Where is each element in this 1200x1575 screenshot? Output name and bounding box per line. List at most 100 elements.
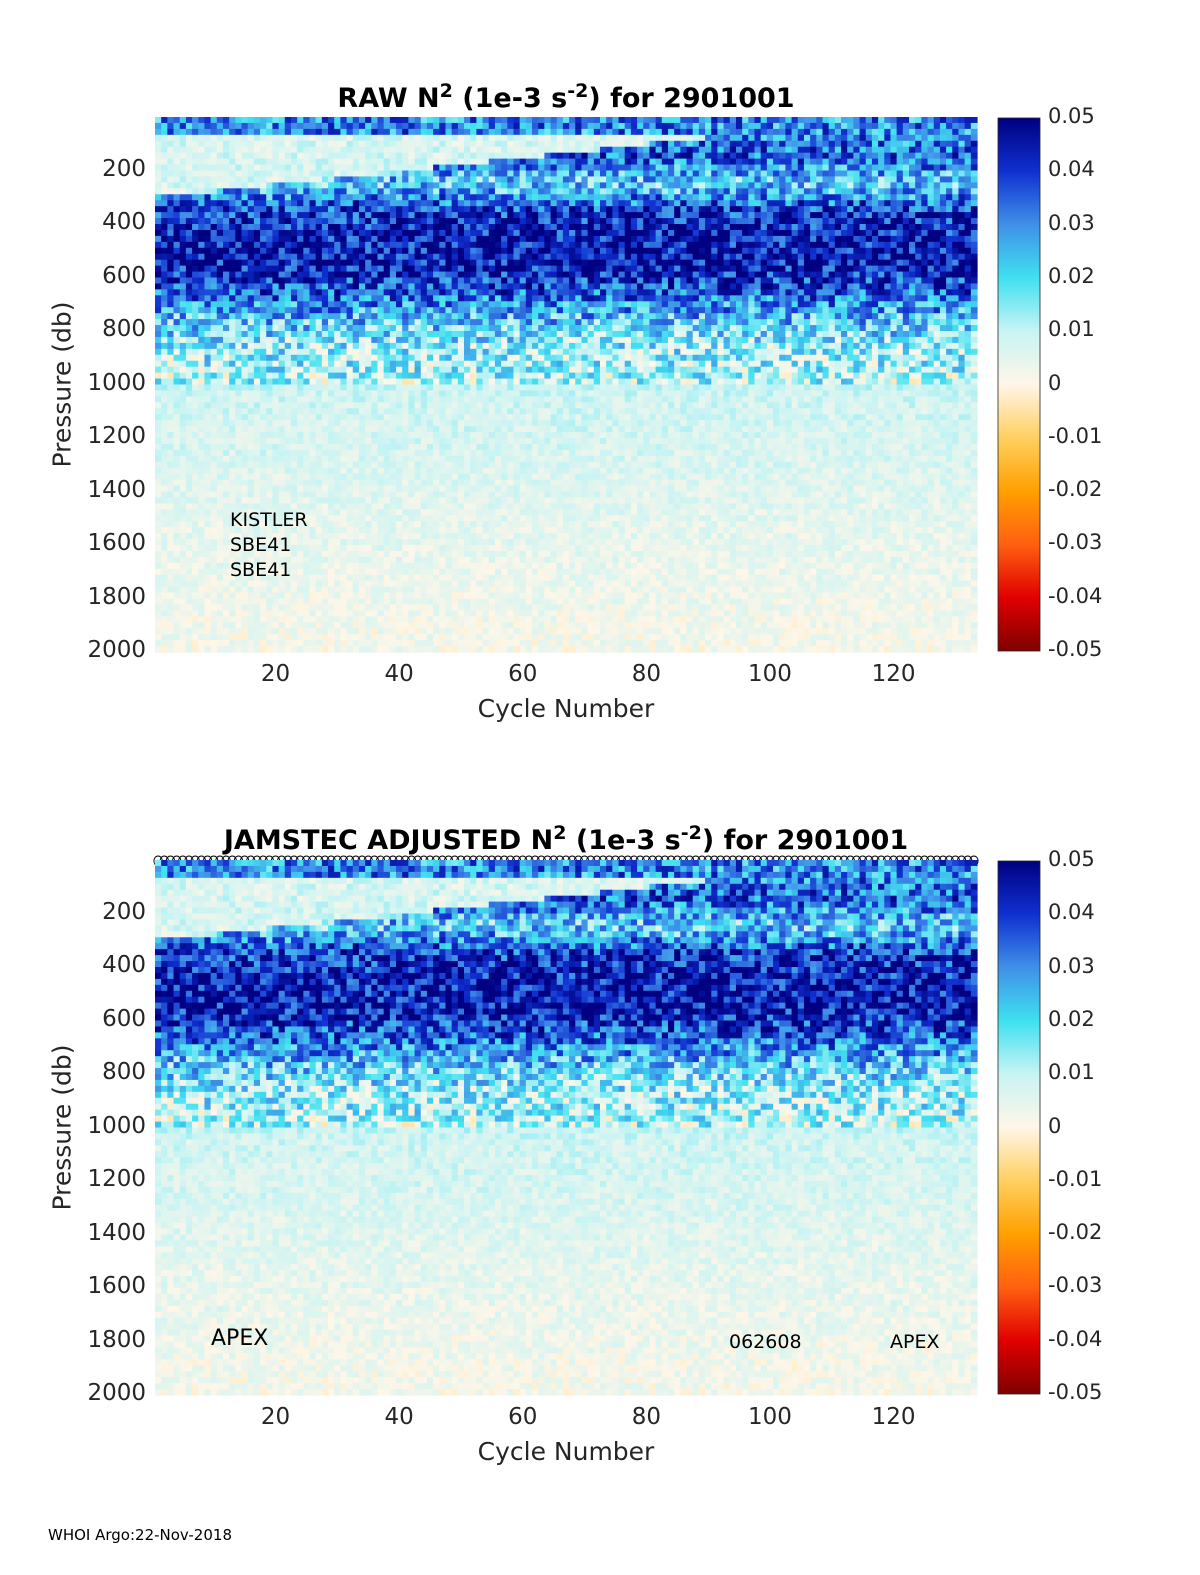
heatmap-cell (309, 461, 317, 469)
heatmap-cell (439, 325, 447, 332)
heatmap-cell (396, 628, 403, 635)
heatmap-cell (173, 438, 181, 445)
heatmap-cell (457, 384, 465, 392)
heatmap-cell (185, 289, 193, 296)
heatmap-cell (272, 533, 280, 540)
heatmap-cell (229, 200, 236, 207)
heatmap-cell (482, 152, 490, 160)
heatmap-cell (451, 628, 459, 635)
heatmap-cell (433, 170, 440, 178)
heatmap-cell (328, 503, 335, 510)
heatmap-cell (309, 122, 317, 130)
heatmap-cell (328, 336, 335, 344)
heatmap-cell (470, 342, 477, 350)
heatmap-cell (334, 235, 342, 243)
heatmap-cell (315, 574, 323, 582)
heatmap-cell (247, 218, 255, 225)
heatmap-cell (414, 550, 422, 558)
heatmap-cell (371, 640, 379, 647)
heatmap-cell (229, 313, 236, 320)
heatmap-cell (358, 622, 366, 629)
heatmap-cell (470, 224, 477, 231)
heatmap-cell (309, 188, 317, 195)
heatmap-cell (241, 218, 249, 225)
heatmap-cell (414, 539, 422, 546)
heatmap-cell (272, 259, 280, 267)
heatmap-cell (340, 277, 348, 285)
heatmap-cell (198, 479, 206, 487)
heatmap-cell (278, 247, 286, 255)
heatmap-cell (457, 485, 465, 493)
heatmap-cell (488, 360, 496, 368)
heatmap-cell (457, 241, 465, 249)
heatmap-cell (229, 348, 236, 356)
heatmap-cell (278, 426, 286, 433)
heatmap-cell (253, 235, 261, 243)
heatmap-cell (235, 414, 243, 421)
heatmap-cell (340, 562, 348, 570)
heatmap-cell (216, 277, 224, 285)
heatmap-cell (266, 342, 274, 350)
heatmap-cell (389, 640, 397, 647)
heatmap-cell (260, 241, 267, 249)
heatmap-cell (371, 366, 379, 374)
heatmap-cell (334, 533, 342, 540)
heatmap-cell (185, 622, 193, 629)
heatmap-cell (451, 218, 459, 225)
heatmap-cell (476, 449, 484, 457)
heatmap-cell (321, 432, 329, 439)
heatmap-cell (439, 515, 447, 522)
heatmap-cell (371, 247, 379, 255)
heatmap-cell (303, 331, 311, 338)
heatmap-cell (470, 396, 477, 403)
heatmap-cell (420, 158, 428, 166)
heatmap-cell (229, 622, 236, 629)
heatmap-cell (210, 414, 218, 421)
heatmap-cell (309, 556, 317, 564)
heatmap-cell (396, 224, 403, 231)
heatmap-cell (241, 408, 249, 415)
heatmap-cell (161, 586, 168, 594)
heatmap-cell (155, 420, 162, 427)
heatmap-cell (426, 140, 434, 148)
heatmap-cell (260, 122, 267, 130)
heatmap-cell (235, 188, 243, 195)
heatmap-cell (389, 473, 397, 481)
heatmap-cell (161, 622, 168, 629)
heatmap-cell (464, 455, 471, 463)
heatmap-cell (241, 509, 249, 516)
heatmap-cell (352, 646, 360, 653)
heatmap-cell (204, 342, 212, 350)
heatmap-cell (321, 491, 329, 499)
heatmap-cell (383, 206, 391, 213)
heatmap-cell (303, 336, 311, 344)
heatmap-cell (303, 521, 311, 528)
heatmap-cell (334, 491, 342, 499)
heatmap-cell (408, 414, 416, 421)
heatmap-cell (414, 241, 422, 249)
heatmap-cell (383, 188, 391, 195)
heatmap-cell (445, 229, 453, 237)
heatmap-cell (309, 580, 317, 588)
heatmap-cell (426, 545, 434, 552)
heatmap-cell (328, 253, 335, 261)
heatmap-cell (253, 521, 261, 528)
heatmap-cell (396, 646, 403, 653)
heatmap-cell (235, 438, 243, 445)
heatmap-cell (346, 378, 354, 386)
heatmap-cell (266, 117, 274, 124)
heatmap-cell (222, 562, 230, 570)
heatmap-cell (309, 550, 317, 558)
heatmap-cell (334, 164, 342, 172)
heatmap-cell (426, 378, 434, 386)
heatmap-cell (253, 497, 261, 504)
heatmap-cell (241, 634, 249, 641)
heatmap-cell (247, 449, 255, 457)
heatmap-cell (284, 449, 292, 457)
heatmap-cell (346, 455, 354, 463)
heatmap-cell (365, 259, 372, 267)
heatmap-cell (185, 396, 193, 403)
heatmap-cell (402, 527, 409, 534)
heatmap-cell (272, 348, 280, 356)
heatmap-cell (334, 372, 342, 380)
